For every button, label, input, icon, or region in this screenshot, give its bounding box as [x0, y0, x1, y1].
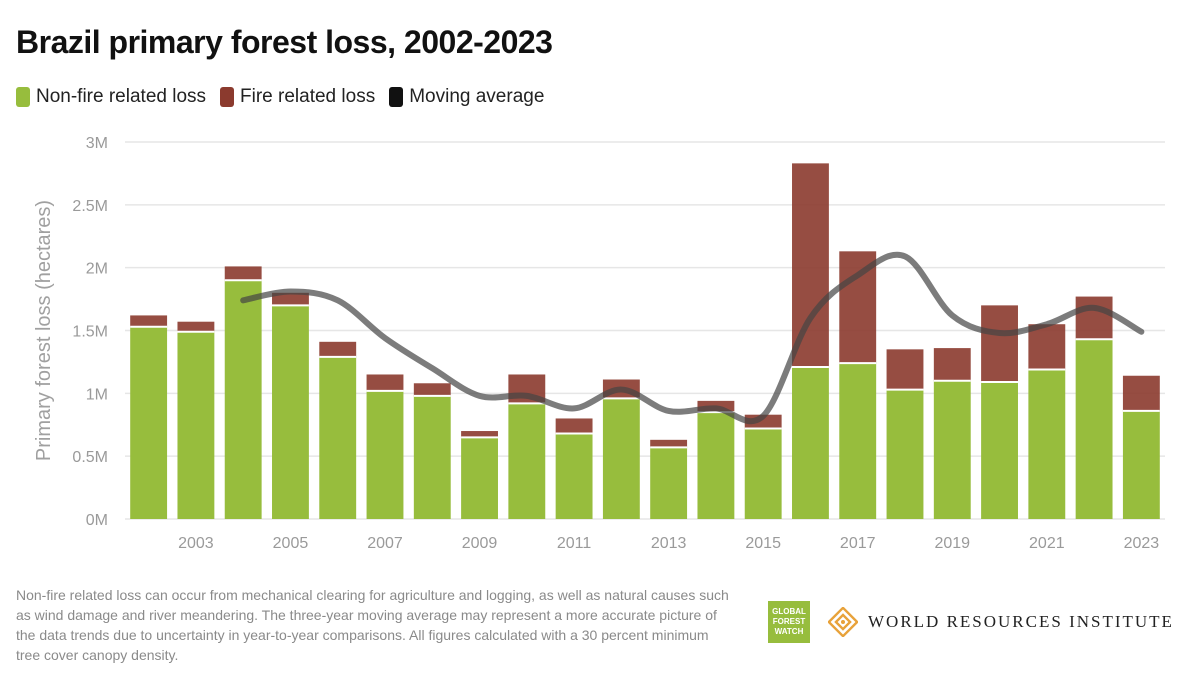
- legend-label-fire: Fire related loss: [240, 86, 376, 107]
- footnote: Non-fire related loss can occur from mec…: [16, 587, 729, 663]
- chart-title: Brazil primary forest loss, 2002-2023: [16, 24, 553, 60]
- legend-swatch-nonfire: [16, 87, 30, 107]
- logos: GLOBAL FOREST WATCH WORLD RESOURCES INST…: [768, 601, 1174, 643]
- bar-nonfire: [224, 280, 262, 519]
- bar-nonfire: [981, 382, 1018, 519]
- bar-nonfire: [366, 390, 404, 519]
- bar-fire: [413, 383, 451, 396]
- gfw-logo-line3: WATCH: [774, 627, 804, 636]
- legend: Non-fire related loss Fire related loss …: [16, 86, 544, 108]
- gfw-logo-line2: FOREST: [772, 617, 806, 626]
- global-forest-watch-logo[interactable]: GLOBAL FOREST WATCH: [768, 601, 810, 643]
- legend-swatch-avg: [389, 87, 404, 107]
- x-tick-label: 2009: [462, 535, 498, 552]
- y-tick-label: 2.5M: [72, 198, 108, 215]
- x-tick-label: 2007: [367, 535, 403, 552]
- bar-fire: [792, 163, 829, 367]
- bar-fire: [461, 431, 498, 438]
- bar-fire: [1028, 324, 1066, 370]
- bar-fire: [366, 374, 404, 391]
- stacked-bar-chart: 0M 0.5M 1M 1.5M 2M 2.5M 3M Primary forest loss …: [33, 135, 1165, 552]
- bar-fire: [224, 266, 262, 281]
- bar-nonfire: [1028, 369, 1066, 519]
- x-tick-label: 2019: [934, 535, 970, 552]
- legend-label-avg: Moving average: [409, 86, 545, 107]
- bar-fire: [177, 321, 215, 332]
- bar-fire: [886, 349, 924, 390]
- bar-nonfire: [508, 403, 546, 519]
- wri-emblem-icon: [828, 607, 858, 637]
- bar-fire: [981, 305, 1018, 383]
- y-tick-label: 3M: [86, 135, 108, 152]
- y-tick-label: 0.5M: [72, 449, 108, 466]
- x-tick-label: 2003: [178, 535, 214, 552]
- bar-fire: [933, 348, 971, 381]
- bar-nonfire: [697, 412, 735, 519]
- bar-nonfire: [792, 366, 829, 519]
- y-tick-label: 1M: [86, 386, 108, 403]
- legend-swatch-fire: [220, 87, 235, 107]
- bar-nonfire: [177, 331, 215, 519]
- x-tick-label: 2013: [651, 535, 687, 552]
- bar-nonfire: [1122, 410, 1160, 519]
- x-tick-label: 2005: [273, 535, 309, 552]
- bar-nonfire: [886, 389, 924, 519]
- bar-nonfire: [130, 326, 168, 519]
- bar-nonfire: [1075, 339, 1113, 519]
- bar-nonfire: [839, 363, 877, 519]
- gfw-logo-line1: GLOBAL: [772, 607, 806, 616]
- bar-fire: [650, 439, 688, 448]
- moving-average-line: [240, 251, 1145, 425]
- legend-item-avg[interactable]: Moving average: [389, 86, 544, 108]
- bar-nonfire: [272, 305, 309, 519]
- legend-label-nonfire: Non-fire related loss: [36, 86, 207, 107]
- bar-fire: [272, 292, 309, 306]
- bar-fire: [319, 341, 357, 357]
- bar-nonfire: [602, 398, 640, 519]
- wri-logo[interactable]: WORLD RESOURCES INSTITUTE: [828, 607, 1174, 637]
- legend-item-nonfire[interactable]: Non-fire related loss: [16, 86, 206, 108]
- bar-nonfire: [744, 428, 782, 519]
- bar-fire: [1075, 296, 1113, 340]
- bar-nonfire: [650, 447, 688, 519]
- y-axis-title: Primary forest loss (hectares): [33, 200, 55, 461]
- y-tick-label: 2M: [86, 261, 108, 278]
- wri-logo-text: WORLD RESOURCES INSTITUTE: [868, 612, 1174, 631]
- bar-nonfire: [555, 433, 593, 519]
- x-tick-label: 2023: [1124, 535, 1160, 552]
- bar-nonfire: [319, 356, 357, 519]
- bar-nonfire: [933, 380, 971, 519]
- bar-nonfire: [461, 437, 498, 519]
- y-tick-label: 1.5M: [72, 324, 108, 341]
- bar-nonfire: [413, 395, 451, 519]
- y-tick-label: 0M: [86, 512, 108, 529]
- x-tick-label: 2017: [840, 535, 876, 552]
- x-tick-label: 2015: [745, 535, 781, 552]
- bar-fire: [555, 418, 593, 434]
- bar-fire: [130, 315, 168, 327]
- x-tick-label: 2021: [1029, 535, 1065, 552]
- legend-item-fire[interactable]: Fire related loss: [220, 86, 375, 108]
- x-tick-label: 2011: [557, 535, 592, 552]
- bar-fire: [1122, 375, 1160, 411]
